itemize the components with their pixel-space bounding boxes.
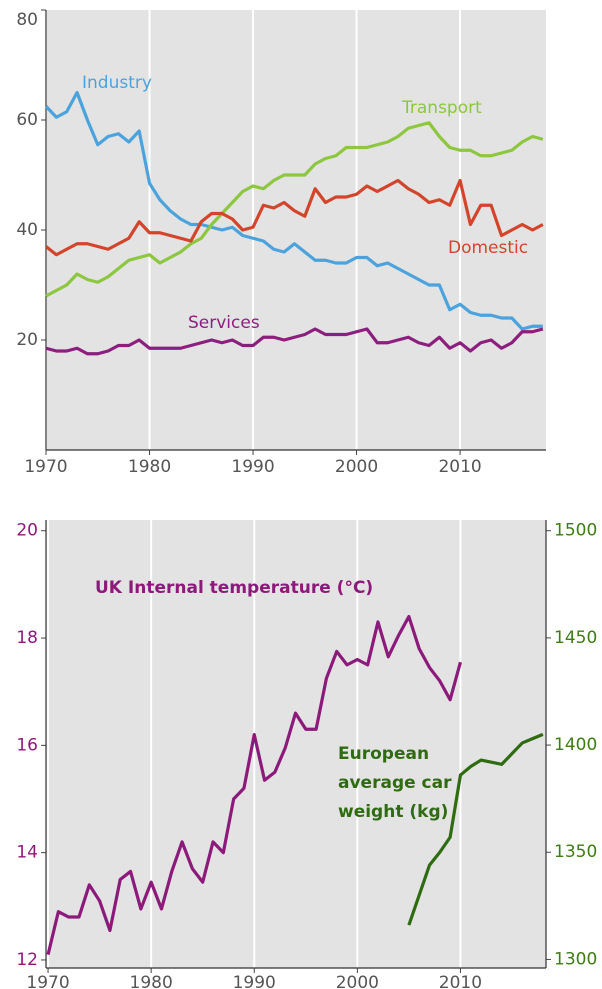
y-tick-label: 80: [16, 10, 38, 30]
x-tick-label: 1980: [128, 457, 171, 477]
plot-background: [46, 10, 546, 450]
y-tick-label: 14: [16, 843, 38, 863]
series-label: European average car weight (kg): [338, 744, 452, 822]
series-line: [44, 90, 543, 331]
series-label: Industry: [82, 73, 152, 93]
y2-tick-label: 1350: [554, 842, 597, 862]
series-line: [45, 327, 544, 356]
series-label: Services: [188, 313, 260, 333]
y-tick-label: 18: [16, 628, 38, 648]
y2-tick-label: 1500: [554, 521, 597, 541]
x-tick-label: 1970: [26, 973, 69, 989]
y-tick-label: 60: [16, 110, 38, 130]
series-line: [46, 614, 462, 955]
x-tick-label: 1990: [233, 973, 276, 989]
x-tick-label: 2000: [335, 457, 378, 477]
y-tick-label: 20: [16, 330, 38, 350]
y2-tick-label: 1300: [554, 949, 597, 969]
y2-tick-label: 1400: [554, 735, 597, 755]
y-tick-label: 20: [16, 521, 38, 541]
y-tick-label: 16: [16, 735, 38, 755]
x-tick-label: 1980: [130, 973, 173, 989]
series-line: [45, 178, 544, 257]
series-line: [45, 121, 544, 298]
y2-tick-label: 1450: [554, 628, 597, 648]
x-tick-label: 1990: [231, 457, 274, 477]
x-tick-label: 2010: [438, 457, 481, 477]
y-tick-label: 12: [16, 950, 38, 970]
series-label: UK Internal temperature (°C): [95, 578, 373, 598]
series-line: [407, 732, 544, 926]
x-tick-label: 2010: [439, 973, 482, 989]
series-label: Domestic: [448, 238, 528, 258]
series-label: Transport: [401, 98, 482, 118]
x-tick-label: 1970: [24, 457, 67, 477]
plot-background: [46, 520, 546, 968]
x-tick-label: 2000: [336, 973, 379, 989]
y-tick-label: 40: [16, 220, 38, 240]
